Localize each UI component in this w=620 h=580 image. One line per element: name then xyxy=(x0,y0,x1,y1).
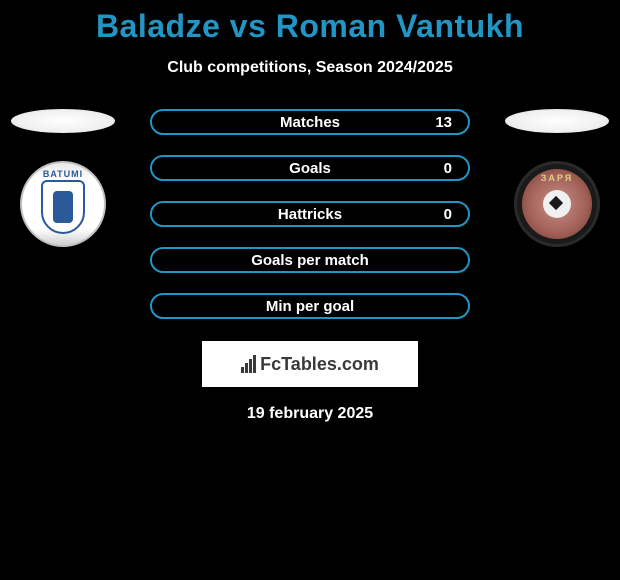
page-title: Baladze vs Roman Vantukh xyxy=(0,8,620,45)
chart-icon xyxy=(241,355,256,373)
stat-row-hattricks: Hattricks 0 xyxy=(150,201,470,227)
stat-label: Min per goal xyxy=(266,298,354,315)
header: Baladze vs Roman Vantukh Club competitio… xyxy=(0,0,620,77)
player-photo-left xyxy=(11,109,115,133)
club-badge-right: ЗАРЯ xyxy=(507,161,607,247)
player-panel-right: ЗАРЯ xyxy=(502,109,612,247)
logo-text: FcTables.com xyxy=(260,354,379,375)
stat-row-goals-per-match: Goals per match xyxy=(150,247,470,273)
player-panel-left: BATUMI xyxy=(8,109,118,247)
stat-label: Goals xyxy=(289,160,331,177)
stat-label: Goals per match xyxy=(251,252,369,269)
stat-value-right: 0 xyxy=(444,206,452,223)
subtitle: Club competitions, Season 2024/2025 xyxy=(0,59,620,77)
stat-row-min-per-goal: Min per goal xyxy=(150,293,470,319)
stat-value-right: 13 xyxy=(435,114,452,131)
stat-value-right: 0 xyxy=(444,160,452,177)
badge-right-text: ЗАРЯ xyxy=(541,173,573,183)
stats-container: BATUMI ЗАРЯ Matches 13 Goals xyxy=(0,109,620,423)
stat-label: Hattricks xyxy=(278,206,342,223)
stat-row-matches: Matches 13 xyxy=(150,109,470,135)
badge-left-text: BATUMI xyxy=(43,169,83,179)
player-photo-right xyxy=(505,109,609,133)
badge-right-ball-icon xyxy=(543,190,571,218)
stat-row-goals: Goals 0 xyxy=(150,155,470,181)
club-badge-left: BATUMI xyxy=(13,161,113,247)
stat-label: Matches xyxy=(280,114,340,131)
stat-rows: Matches 13 Goals 0 Hattricks 0 Goals per… xyxy=(150,109,470,319)
date-text: 19 february 2025 xyxy=(0,405,620,423)
logo-box: FcTables.com xyxy=(202,341,418,387)
badge-left-shield-icon xyxy=(41,180,85,234)
